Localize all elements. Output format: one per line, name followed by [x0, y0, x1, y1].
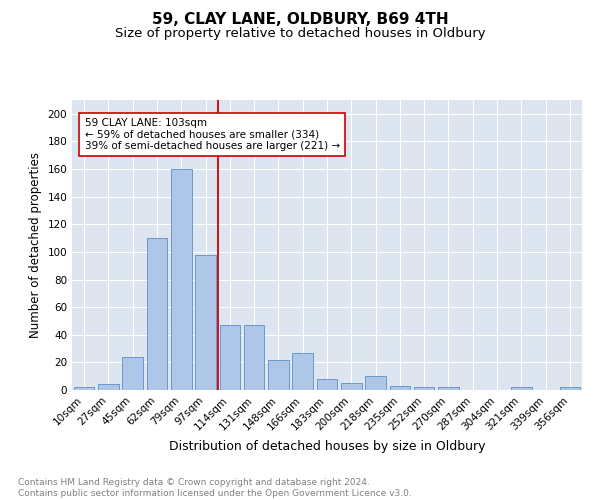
Bar	[220, 325, 240, 390]
Bar	[268, 360, 289, 390]
Bar	[122, 357, 143, 390]
Text: 59, CLAY LANE, OLDBURY, B69 4TH: 59, CLAY LANE, OLDBURY, B69 4TH	[152, 12, 448, 28]
Bar	[146, 238, 167, 390]
Bar	[511, 387, 532, 390]
Bar	[317, 379, 337, 390]
Bar	[341, 383, 362, 390]
X-axis label: Distribution of detached houses by size in Oldbury: Distribution of detached houses by size …	[169, 440, 485, 453]
Bar	[244, 325, 265, 390]
Bar	[438, 387, 459, 390]
Text: 59 CLAY LANE: 103sqm
← 59% of detached houses are smaller (334)
39% of semi-deta: 59 CLAY LANE: 103sqm ← 59% of detached h…	[85, 118, 340, 151]
Bar	[365, 376, 386, 390]
Bar	[389, 386, 410, 390]
Bar	[98, 384, 119, 390]
Text: Size of property relative to detached houses in Oldbury: Size of property relative to detached ho…	[115, 28, 485, 40]
Text: Contains HM Land Registry data © Crown copyright and database right 2024.
Contai: Contains HM Land Registry data © Crown c…	[18, 478, 412, 498]
Bar	[195, 254, 216, 390]
Bar	[560, 387, 580, 390]
Y-axis label: Number of detached properties: Number of detached properties	[29, 152, 42, 338]
Bar	[414, 387, 434, 390]
Bar	[292, 352, 313, 390]
Bar	[74, 387, 94, 390]
Bar	[171, 169, 191, 390]
